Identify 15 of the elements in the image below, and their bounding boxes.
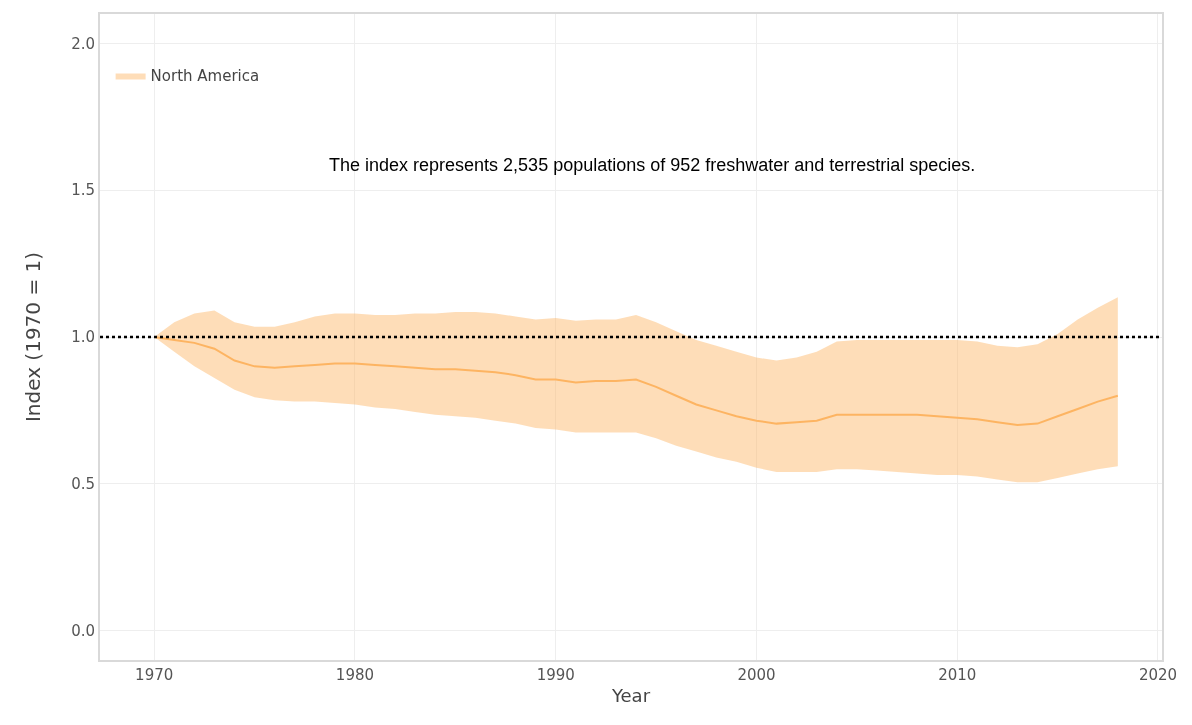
y-tick-label: 0.0 (71, 621, 95, 640)
x-tick-label: 2020 (1138, 666, 1178, 684)
annotation: The index represents 2,535 populations of 952 freshwater and terrestrial species. (329, 155, 976, 175)
y-tick-label: 1.5 (71, 181, 95, 200)
y-tick-label: 1.0 (71, 328, 95, 347)
x-tick-label: 1970 (135, 666, 174, 684)
x-tick-label: 2010 (938, 666, 977, 684)
y-axis-title: Index (1970 = 1) (21, 251, 46, 423)
x-tick-label: 1980 (335, 666, 375, 684)
y-tick-label: 0.5 (71, 475, 95, 494)
y-tick-label: 2.0 (71, 34, 95, 53)
legend-label: North America (150, 67, 260, 86)
x-axis-title: Year (610, 684, 651, 706)
x-tick-label: 1990 (536, 666, 575, 684)
x-tick-label: 2000 (737, 666, 776, 684)
